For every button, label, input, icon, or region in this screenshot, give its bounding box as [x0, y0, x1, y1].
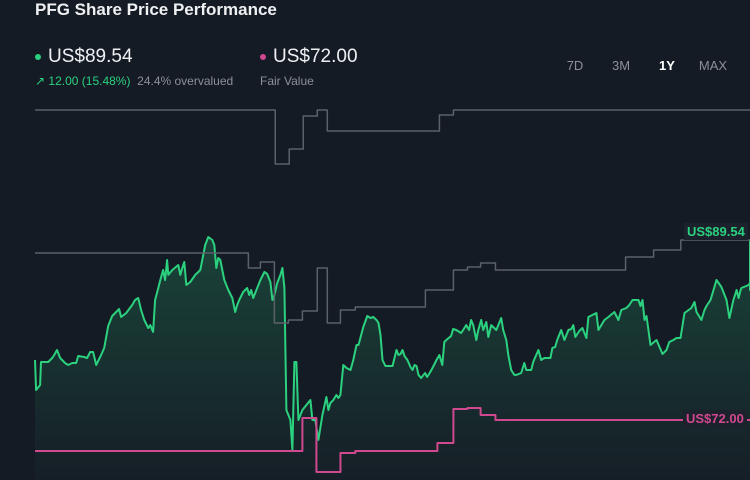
- price-end-label: US$89.54: [684, 223, 748, 240]
- fair-value-legend-dot-icon: [260, 54, 266, 60]
- tab-7d[interactable]: 7D: [566, 58, 584, 73]
- time-range-tabs: 7D 3M 1Y MAX: [552, 58, 736, 73]
- tab-3m[interactable]: 3M: [611, 58, 631, 73]
- fair-value-stat: US$72.00 Fair Value: [260, 46, 358, 88]
- arrow-up-right-icon: ↗: [35, 74, 46, 88]
- fair-value-label: Fair Value: [260, 74, 314, 88]
- tab-max[interactable]: MAX: [698, 58, 728, 73]
- price-change: 12.00 (15.48%): [48, 74, 131, 88]
- current-price-stat: US$89.54 ↗ 12.00 (15.48%) 24.4% overvalu…: [35, 46, 233, 88]
- current-price: US$89.54: [48, 46, 133, 67]
- tab-1y[interactable]: 1Y: [659, 58, 675, 73]
- price-area-fill: [35, 237, 750, 480]
- upper-step-line: [35, 109, 750, 165]
- middle-step-line: [35, 239, 750, 324]
- price-line: [34, 236, 750, 451]
- fair-value-line: [35, 407, 750, 473]
- page-title: PFG Share Price Performance: [35, 0, 277, 19]
- fair-value-end-label: US$72.00: [683, 410, 747, 427]
- price-legend-dot-icon: [35, 54, 41, 60]
- valuation-text: 24.4% overvalued: [137, 74, 234, 88]
- fair-value-price: US$72.00: [273, 46, 358, 67]
